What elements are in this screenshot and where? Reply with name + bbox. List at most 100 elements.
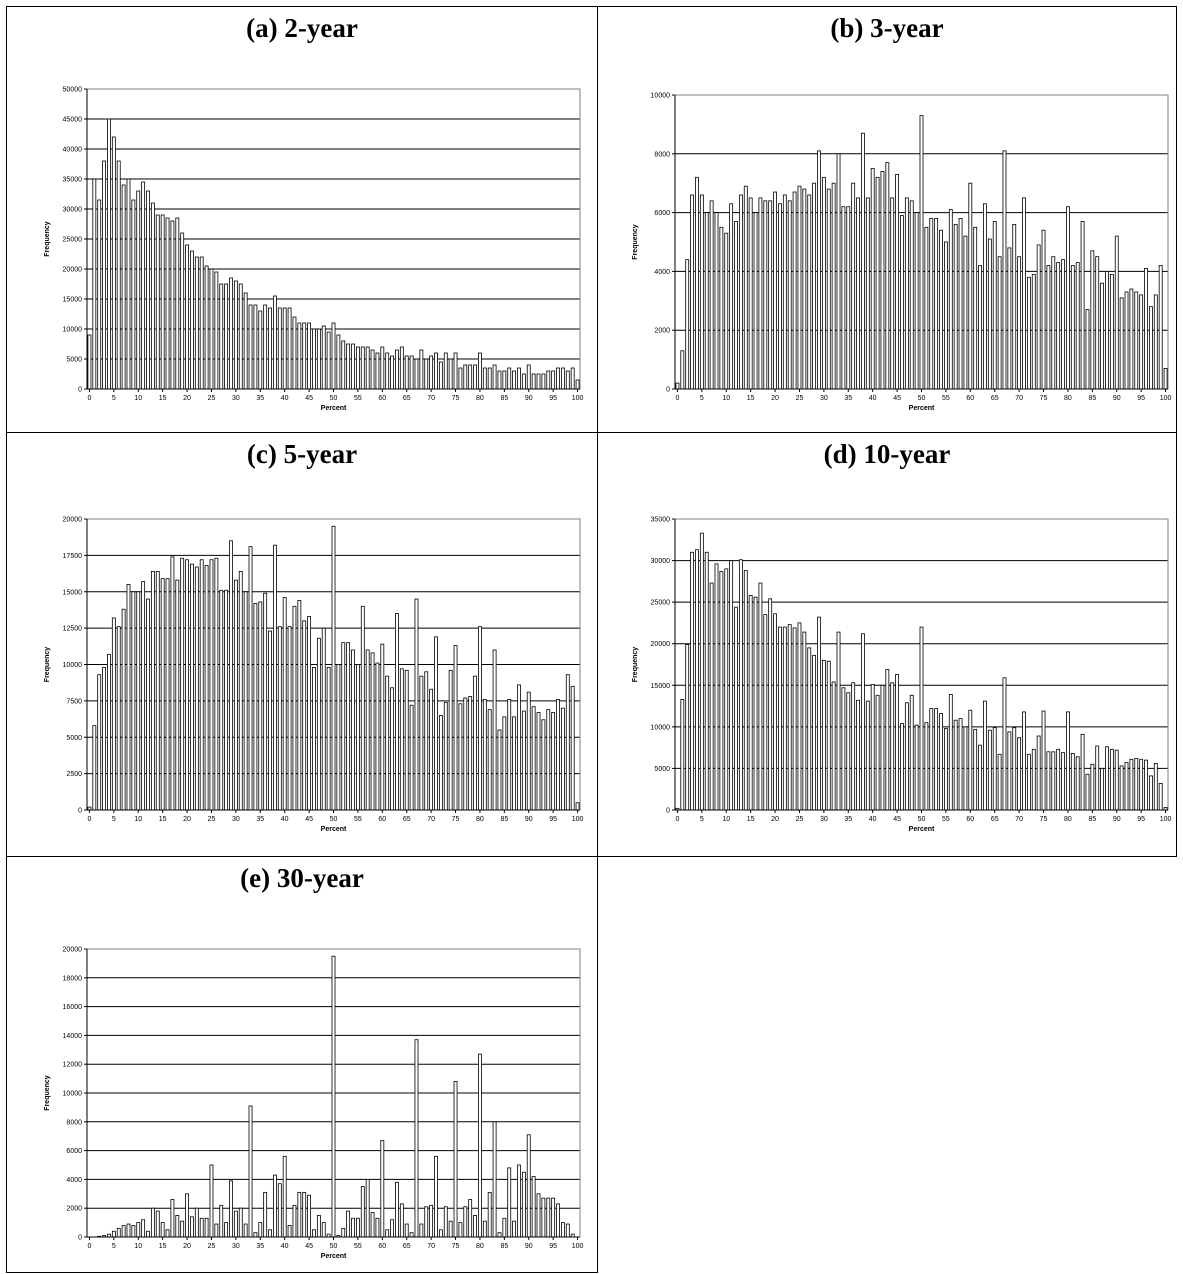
bar xyxy=(331,955,336,1238)
x-tick-label: 0 xyxy=(87,1243,91,1250)
bar xyxy=(551,712,556,811)
bar xyxy=(797,185,802,390)
bar xyxy=(248,546,253,811)
bar xyxy=(170,556,175,811)
bar xyxy=(473,675,477,811)
x-tick-label: 80 xyxy=(476,1243,484,1250)
y-tick-label: 30000 xyxy=(651,558,671,565)
x-tick-label: 65 xyxy=(403,816,411,823)
bar xyxy=(131,1225,136,1238)
bar xyxy=(861,132,865,390)
bar xyxy=(97,199,102,390)
bar xyxy=(934,218,939,390)
bar xyxy=(224,589,229,811)
bar xyxy=(409,704,414,811)
x-tick-label: 20 xyxy=(183,816,191,823)
bar xyxy=(214,271,219,390)
bar xyxy=(160,214,165,390)
bar xyxy=(1085,309,1090,390)
bar xyxy=(1153,763,1158,811)
bar xyxy=(277,307,282,390)
x-tick-label: 55 xyxy=(354,1243,362,1250)
x-tick-label: 55 xyxy=(354,395,362,402)
bar xyxy=(1051,751,1056,811)
bar xyxy=(1022,197,1026,390)
bar xyxy=(165,1229,170,1238)
bar xyxy=(719,570,724,811)
x-tick-label: 0 xyxy=(87,816,91,823)
x-axis-title: Percent xyxy=(321,826,347,833)
bar xyxy=(253,304,258,390)
bar xyxy=(355,346,360,390)
bar xyxy=(909,200,914,390)
y-tick-label: 0 xyxy=(666,387,670,394)
x-tick-label: 5 xyxy=(112,395,116,402)
bar xyxy=(943,241,948,390)
bar xyxy=(243,292,248,390)
bar xyxy=(478,1053,482,1238)
panel-cell-b: (b) 3-year 0 2000 4000 6000 8000 10000 0 5 10 15 2… xyxy=(597,6,1177,433)
bar xyxy=(351,649,355,811)
bar xyxy=(521,1171,526,1238)
bar xyxy=(787,200,792,390)
bar xyxy=(136,1222,141,1238)
x-tick-label: 30 xyxy=(232,816,240,823)
bar xyxy=(273,1174,277,1238)
bar xyxy=(734,221,738,390)
bar xyxy=(1149,306,1153,390)
bar xyxy=(312,667,316,811)
bar xyxy=(116,626,121,811)
bar xyxy=(870,684,875,811)
bar xyxy=(870,168,875,390)
bar xyxy=(939,713,943,811)
bar xyxy=(453,645,458,811)
bar xyxy=(243,591,248,811)
bar xyxy=(468,1199,473,1238)
bar xyxy=(1139,294,1144,390)
x-tick-label: 55 xyxy=(942,816,950,823)
bar xyxy=(443,701,448,811)
bar xyxy=(1124,291,1129,390)
bar xyxy=(904,197,909,390)
bar xyxy=(443,352,448,390)
bar xyxy=(1109,748,1114,811)
x-tick-label: 10 xyxy=(134,395,142,402)
bar xyxy=(1134,758,1139,811)
x-tick-label: 10 xyxy=(134,1243,142,1250)
y-tick-label: 50000 xyxy=(63,87,83,94)
y-tick-label: 6000 xyxy=(66,1148,82,1155)
bar xyxy=(287,307,292,390)
bar xyxy=(209,559,214,811)
bar xyxy=(987,729,992,811)
x-tick-label: 15 xyxy=(159,1243,167,1250)
bar xyxy=(704,212,709,390)
x-tick-label: 15 xyxy=(159,816,167,823)
bar xyxy=(107,118,111,390)
bar xyxy=(1002,150,1007,390)
bar xyxy=(880,171,885,390)
bar xyxy=(507,699,512,811)
bar xyxy=(992,727,997,811)
bar xyxy=(738,559,743,811)
x-tick-label: 30 xyxy=(232,1243,240,1250)
bar xyxy=(695,549,699,811)
x-tick-label: 5 xyxy=(112,1243,116,1250)
bar xyxy=(929,708,934,811)
bar xyxy=(826,188,831,390)
bar xyxy=(419,675,424,811)
x-tick-label: 70 xyxy=(427,1243,435,1250)
bar xyxy=(229,277,233,390)
bar xyxy=(565,1223,570,1238)
bar xyxy=(738,194,743,390)
x-tick-label: 70 xyxy=(1015,395,1023,402)
bar xyxy=(973,728,978,811)
bar xyxy=(458,367,463,390)
x-tick-label: 30 xyxy=(232,395,240,402)
bar xyxy=(1075,756,1080,811)
bar xyxy=(792,191,797,390)
x-tick-label: 80 xyxy=(476,395,484,402)
x-axis-title: Percent xyxy=(321,405,347,412)
bar xyxy=(831,681,836,811)
bar xyxy=(546,370,551,390)
bar xyxy=(219,589,224,811)
